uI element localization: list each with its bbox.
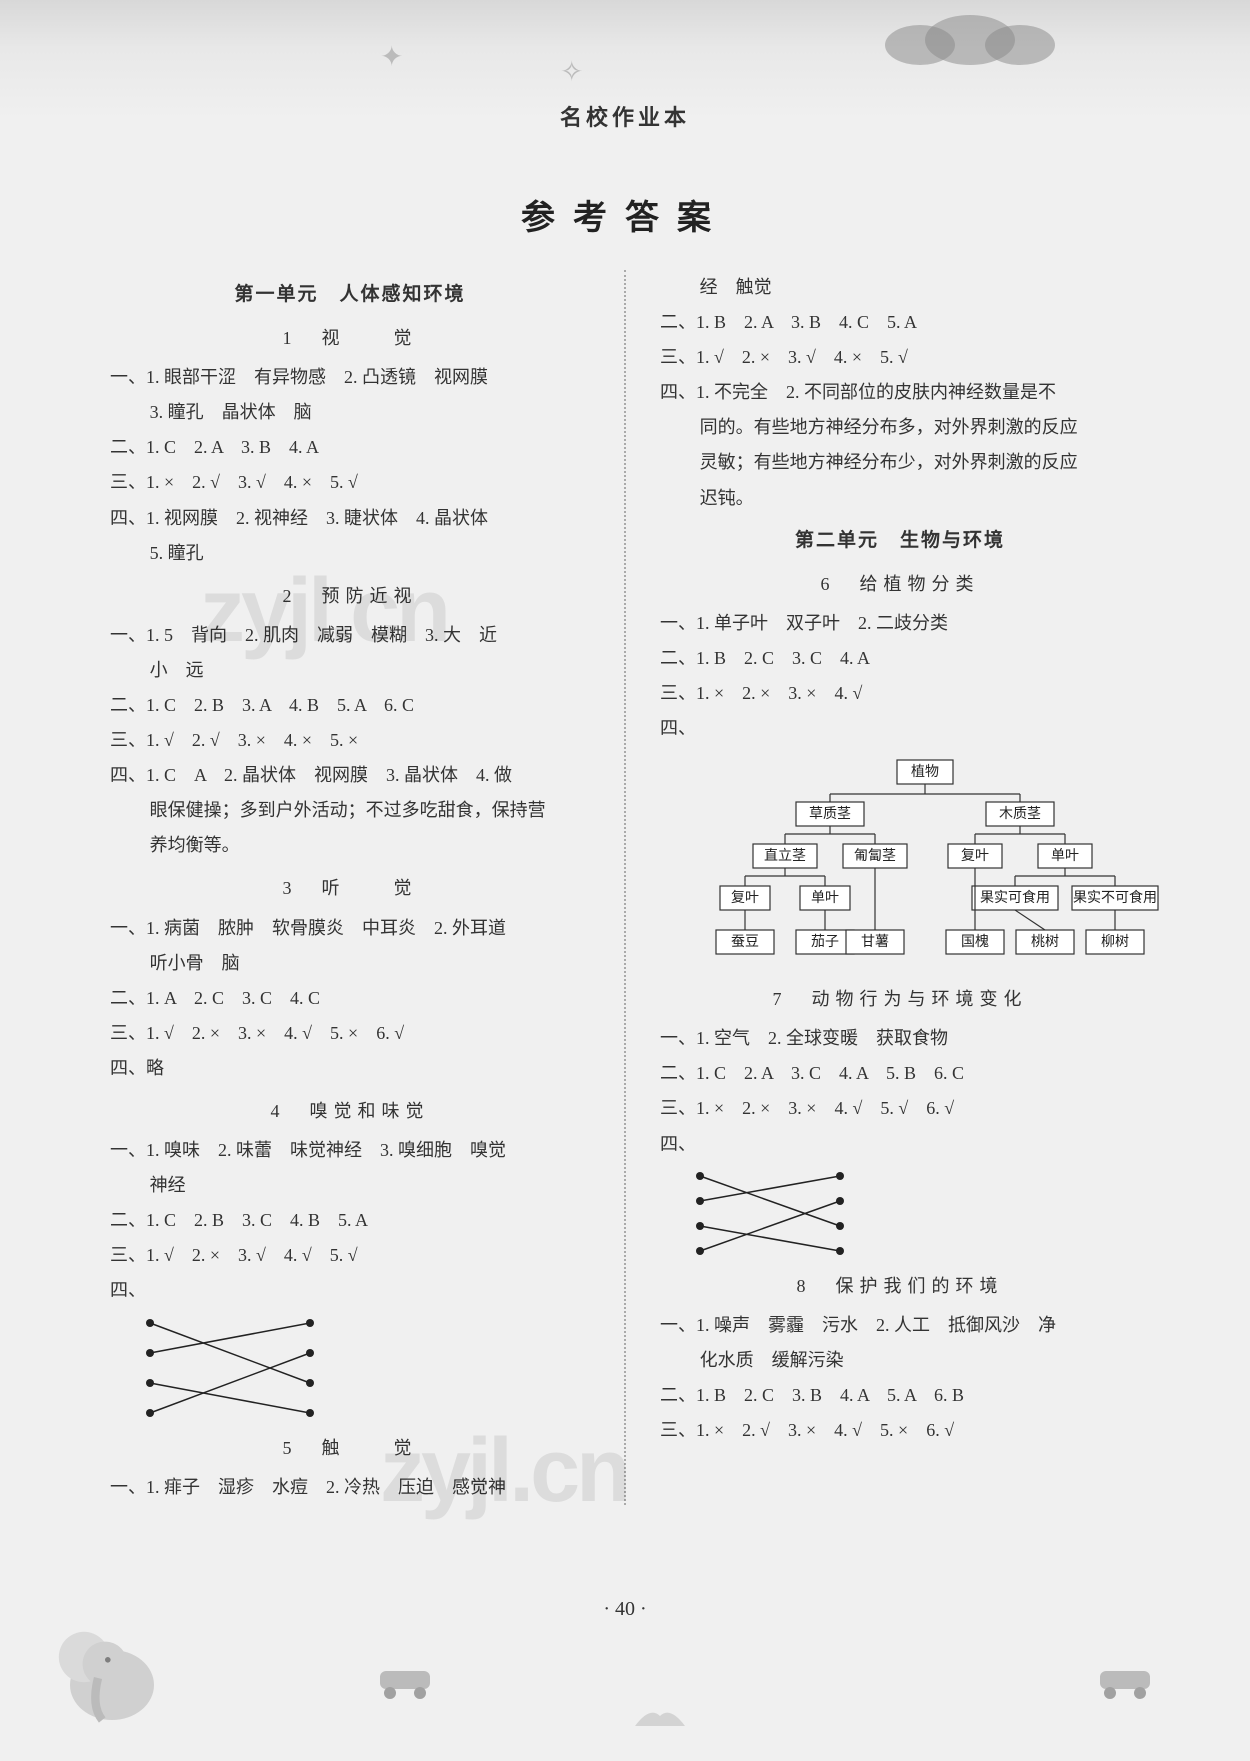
section-title: 4 嗅觉和味觉 bbox=[110, 1094, 590, 1129]
svg-text:果实不可食用: 果实不可食用 bbox=[1073, 889, 1157, 906]
elephant-icon bbox=[30, 1601, 180, 1741]
svg-text:茄子: 茄子 bbox=[811, 933, 839, 950]
column-divider bbox=[624, 270, 626, 1505]
svg-text:国槐: 国槐 bbox=[961, 934, 989, 950]
answer-line: 同的。有些地方神经分布多，对外界刺激的反应 bbox=[660, 410, 1140, 445]
section-title: 3 听 觉 bbox=[110, 871, 590, 906]
answer-line: 一、1. 单子叶 双子叶 2. 二歧分类 bbox=[660, 606, 1140, 641]
classification-tree: 植物草质茎木质茎直立茎匍匐茎复叶单叶复叶单叶果实可食用果实不可食用蚕豆茄子甘薯国… bbox=[690, 754, 1140, 974]
answer-line: 3. 瞳孔 晶状体 脑 bbox=[110, 395, 590, 430]
answer-line: 神经 bbox=[110, 1168, 590, 1203]
matching-diagram bbox=[140, 1313, 320, 1423]
answer-line: 经 触觉 bbox=[660, 270, 1140, 305]
unit-title: 第二单元 生物与环境 bbox=[660, 522, 1140, 559]
answer-line: 二、1. C 2. B 3. A 4. B 5. A 6. C bbox=[110, 688, 590, 723]
car-icon bbox=[1090, 1661, 1160, 1701]
answer-line: 一、1. 空气 2. 全球变暖 获取食物 bbox=[660, 1021, 1140, 1056]
section-title: 5 触 觉 bbox=[110, 1431, 590, 1466]
answer-line: 四、1. 不完全 2. 不同部位的皮肤内神经数量是不 bbox=[660, 375, 1140, 410]
answer-line: 四、 bbox=[660, 1127, 1140, 1162]
answer-line: 一、1. 5 背向 2. 肌肉 减弱 模糊 3. 大 近 bbox=[110, 618, 590, 653]
svg-text:植物: 植物 bbox=[911, 764, 939, 780]
answer-line: 迟钝。 bbox=[660, 481, 1140, 516]
content-columns: 第一单元 人体感知环境 1 视 觉 一、1. 眼部干涩 有异物感 2. 凸透镜 … bbox=[110, 270, 1140, 1505]
answer-line: 化水质 缓解污染 bbox=[660, 1343, 1140, 1378]
answer-line: 小 远 bbox=[110, 653, 590, 688]
answer-line: 5. 瞳孔 bbox=[110, 536, 590, 571]
answer-line: 二、1. B 2. C 3. B 4. A 5. A 6. B bbox=[660, 1378, 1140, 1413]
svg-text:复叶: 复叶 bbox=[961, 847, 989, 864]
section-title: 2 预防近视 bbox=[110, 579, 590, 614]
answer-line: 四、1. C A 2. 晶状体 视网膜 3. 晶状体 4. 做 bbox=[110, 758, 590, 793]
book-series-title: 名校作业本 bbox=[0, 100, 1250, 132]
answer-line: 一、1. 痱子 湿疹 水痘 2. 冷热 压迫 感觉神 bbox=[110, 1470, 590, 1505]
svg-text:单叶: 单叶 bbox=[811, 890, 839, 906]
page-number: · 40 · bbox=[0, 1598, 1250, 1621]
answer-line: 三、1. √ 2. × 3. √ 4. × 5. √ bbox=[660, 340, 1140, 375]
page-title: 参考答案 bbox=[0, 190, 1250, 239]
answer-line: 一、1. 眼部干涩 有异物感 2. 凸透镜 视网膜 bbox=[110, 360, 590, 395]
answer-line: 一、1. 病菌 脓肿 软骨膜炎 中耳炎 2. 外耳道 bbox=[110, 911, 590, 946]
answer-line: 三、1. × 2. √ 3. √ 4. × 5. √ bbox=[110, 465, 590, 500]
answer-line: 二、1. A 2. C 3. C 4. C bbox=[110, 981, 590, 1016]
svg-text:蚕豆: 蚕豆 bbox=[731, 935, 759, 950]
answer-line: 四、略 bbox=[110, 1051, 590, 1086]
section-title: 1 视 觉 bbox=[110, 321, 590, 356]
answer-line: 四、1. 视网膜 2. 视神经 3. 睫状体 4. 晶状体 bbox=[110, 501, 590, 536]
cloud-decoration bbox=[870, 10, 1070, 70]
svg-text:甘薯: 甘薯 bbox=[861, 934, 889, 950]
svg-text:木质茎: 木质茎 bbox=[999, 806, 1041, 822]
svg-text:复叶: 复叶 bbox=[731, 889, 759, 906]
answer-line: 三、1. × 2. √ 3. × 4. √ 5. × 6. √ bbox=[660, 1413, 1140, 1448]
answer-line: 养均衡等。 bbox=[110, 828, 590, 863]
answer-line: 三、1. √ 2. √ 3. × 4. × 5. × bbox=[110, 723, 590, 758]
answer-line: 二、1. B 2. A 3. B 4. C 5. A bbox=[660, 305, 1140, 340]
answer-line: 一、1. 嗅味 2. 味蕾 味觉神经 3. 嗅细胞 嗅觉 bbox=[110, 1133, 590, 1168]
answer-line: 二、1. C 2. B 3. C 4. B 5. A bbox=[110, 1203, 590, 1238]
answer-line: 二、1. B 2. C 3. C 4. A bbox=[660, 641, 1140, 676]
answer-line: 听小骨 脑 bbox=[110, 946, 590, 981]
svg-text:单叶: 单叶 bbox=[1051, 848, 1079, 864]
answer-line: 二、1. C 2. A 3. C 4. A 5. B 6. C bbox=[660, 1056, 1140, 1091]
svg-text:果实可食用: 果实可食用 bbox=[980, 889, 1050, 906]
sparkle-icon: ✦ bbox=[380, 40, 403, 74]
book-icon bbox=[630, 1701, 690, 1731]
right-column: 经 触觉 二、1. B 2. A 3. B 4. C 5. A 三、1. √ 2… bbox=[660, 270, 1140, 1505]
svg-text:直立茎: 直立茎 bbox=[764, 847, 806, 864]
unit-title: 第一单元 人体感知环境 bbox=[110, 276, 590, 313]
left-column: 第一单元 人体感知环境 1 视 觉 一、1. 眼部干涩 有异物感 2. 凸透镜 … bbox=[110, 270, 590, 1505]
answer-line: 一、1. 噪声 雾霾 污水 2. 人工 抵御风沙 净 bbox=[660, 1308, 1140, 1343]
answer-line: 眼保健操；多到户外活动；不过多吃甜食，保持营 bbox=[110, 793, 590, 828]
answer-line: 四、 bbox=[110, 1273, 590, 1308]
section-title: 6 给植物分类 bbox=[660, 567, 1140, 602]
car-icon bbox=[370, 1661, 440, 1701]
answer-line: 三、1. × 2. × 3. × 4. √ bbox=[660, 676, 1140, 711]
section-title: 7 动物行为与环境变化 bbox=[660, 982, 1140, 1017]
sparkle-icon: ✧ bbox=[560, 55, 583, 89]
answer-line: 四、 bbox=[660, 711, 1140, 746]
answer-line: 三、1. √ 2. × 3. √ 4. √ 5. √ bbox=[110, 1238, 590, 1273]
svg-text:草质茎: 草质茎 bbox=[809, 806, 851, 822]
svg-text:桃树: 桃树 bbox=[1031, 934, 1059, 950]
answer-line: 三、1. √ 2. × 3. × 4. √ 5. × 6. √ bbox=[110, 1016, 590, 1051]
answer-line: 三、1. × 2. × 3. × 4. √ 5. √ 6. √ bbox=[660, 1091, 1140, 1126]
section-title: 8 保护我们的环境 bbox=[660, 1269, 1140, 1304]
answer-line: 灵敏；有些地方神经分布少，对外界刺激的反应 bbox=[660, 445, 1140, 480]
matching-diagram bbox=[690, 1166, 850, 1261]
answer-line: 二、1. C 2. A 3. B 4. A bbox=[110, 430, 590, 465]
svg-text:匍匐茎: 匍匐茎 bbox=[854, 848, 896, 864]
svg-text:柳树: 柳树 bbox=[1101, 933, 1129, 950]
